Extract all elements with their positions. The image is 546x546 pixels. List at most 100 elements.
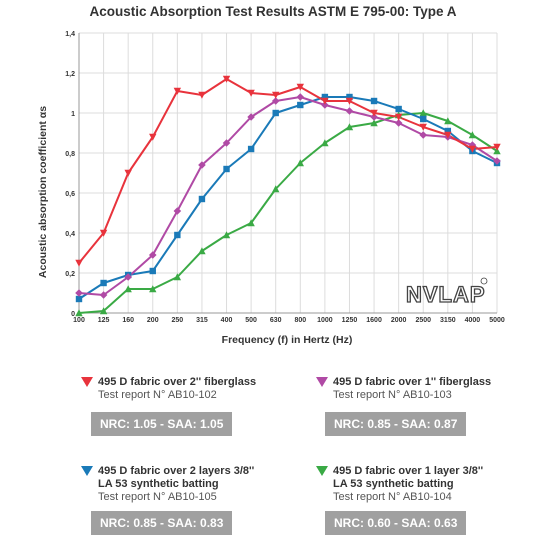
data-point — [75, 259, 83, 267]
data-point — [99, 307, 108, 315]
x-tick-label: 100 — [73, 317, 85, 324]
data-point — [247, 145, 255, 153]
data-point — [345, 97, 354, 105]
x-tick-label: 2500 — [415, 317, 431, 324]
data-point — [222, 231, 231, 239]
absorption-chart: 0 0,2 0,4 0,6 0,8 1 1,2 1,4 100 125 160 200 250 315 4… — [37, 31, 505, 346]
data-point — [100, 279, 107, 287]
y-tick-label: 0,4 — [65, 231, 75, 238]
data-point — [420, 115, 427, 123]
test-report: Test report N° AB10-105 — [98, 491, 217, 503]
data-point — [444, 117, 452, 125]
legend-item-4: 495 D fabric over 1 layer 3/8'' LA 53 sy… — [316, 465, 484, 504]
chart-title: Acoustic Absorption Test Results ASTM E … — [89, 4, 457, 19]
data-point — [370, 113, 378, 121]
data-point — [419, 131, 428, 139]
test-report: Test report N° AB10-104 — [333, 491, 452, 503]
x-tick-label: 3150 — [440, 317, 456, 324]
data-point — [223, 165, 230, 173]
data-point — [370, 109, 378, 117]
data-point — [444, 131, 452, 139]
y-tick-label: 0 — [71, 311, 75, 318]
y-tick-label: 0,2 — [65, 271, 75, 278]
data-point — [419, 123, 427, 131]
data-point — [321, 97, 329, 105]
series-line — [78, 78, 498, 264]
legend-label: 495 D fabric over 1 layer 3/8'' — [333, 465, 484, 477]
nvlap-logo: NVLAP — [404, 276, 490, 310]
series-markers — [75, 75, 501, 317]
x-tick-label: 250 — [172, 317, 184, 324]
data-point — [75, 309, 83, 317]
data-point — [296, 83, 304, 91]
data-point — [124, 273, 132, 281]
data-point — [247, 113, 255, 121]
data-point — [345, 123, 354, 131]
data-point — [124, 285, 132, 293]
y-tick-labels: 0 0,2 0,4 0,6 0,8 1 1,2 1,4 — [65, 31, 75, 318]
series-lines — [78, 78, 498, 314]
data-point — [321, 101, 329, 109]
chart-grid — [78, 32, 498, 314]
data-point — [198, 91, 206, 99]
y-axis-label: Acoustic absorption coefficient αs — [37, 106, 49, 278]
data-point — [321, 93, 329, 101]
x-tick-label: 400 — [221, 317, 233, 324]
data-point — [148, 251, 157, 259]
legend-label: 495 D fabric over 1'' fiberglass — [333, 376, 492, 388]
x-axis-label: Frequency (f) in Hertz (Hz) — [222, 334, 353, 346]
y-tick-label: 1 — [71, 111, 75, 118]
data-point — [272, 185, 280, 193]
data-point — [198, 195, 206, 203]
x-tick-label: 4000 — [465, 317, 481, 324]
test-report: Test report N° AB10-102 — [98, 389, 217, 401]
data-point — [493, 147, 501, 155]
data-point — [296, 159, 304, 167]
y-tick-label: 1,2 — [65, 71, 75, 78]
data-point — [99, 291, 108, 299]
data-point — [468, 131, 477, 139]
data-point — [222, 75, 231, 83]
data-point — [149, 267, 156, 275]
data-point — [468, 145, 477, 153]
series-line — [78, 96, 498, 300]
data-point — [395, 105, 402, 113]
nrc-badge-3: NRC: 0.85 - SAA: 0.83 — [91, 511, 233, 535]
x-tick-label: 5000 — [489, 317, 505, 324]
data-point — [272, 109, 279, 117]
x-tick-label: 800 — [294, 317, 306, 324]
series-line — [78, 112, 498, 314]
data-point — [493, 157, 501, 165]
legend-item-3: 495 D fabric over 2 layers 3/8'' LA 53 s… — [81, 465, 255, 504]
data-point — [394, 113, 403, 121]
data-point — [198, 161, 206, 169]
red-triangle-marker — [81, 377, 93, 387]
blue-triangle-marker — [81, 466, 93, 476]
data-point — [99, 229, 108, 237]
test-report: Test report N° AB10-103 — [333, 389, 452, 401]
x-tick-labels: 100 125 160 200 250 315 400 500 630 800 1000 1250 16… — [73, 317, 505, 324]
purple-triangle-marker — [316, 377, 328, 387]
data-point — [247, 219, 255, 227]
x-tick-label: 1600 — [366, 317, 382, 324]
x-tick-label: 630 — [270, 317, 282, 324]
y-tick-label: 0,6 — [65, 191, 75, 198]
green-triangle-marker — [316, 466, 328, 476]
x-tick-label: 125 — [98, 317, 110, 324]
legend-label: 495 D fabric over 2 layers 3/8'' — [98, 465, 255, 477]
x-tick-label: 315 — [196, 317, 208, 324]
data-point — [271, 97, 280, 105]
legend-label-line2: LA 53 synthetic batting — [98, 478, 219, 490]
nrc-badge-4: NRC: 0.60 - SAA: 0.63 — [325, 511, 467, 535]
nrc-badge-1: NRC: 1.05 - SAA: 1.05 — [91, 412, 233, 436]
data-point — [173, 207, 182, 215]
x-tick-label: 160 — [122, 317, 134, 324]
legend-item-1: 495 D fabric over 2'' fiberglass Test re… — [81, 376, 256, 402]
series-line — [78, 96, 498, 296]
data-point — [493, 143, 501, 151]
data-point — [297, 101, 304, 109]
data-point — [173, 273, 182, 281]
data-point — [247, 89, 255, 97]
data-point — [124, 169, 132, 177]
x-tick-label: 1250 — [342, 317, 358, 324]
